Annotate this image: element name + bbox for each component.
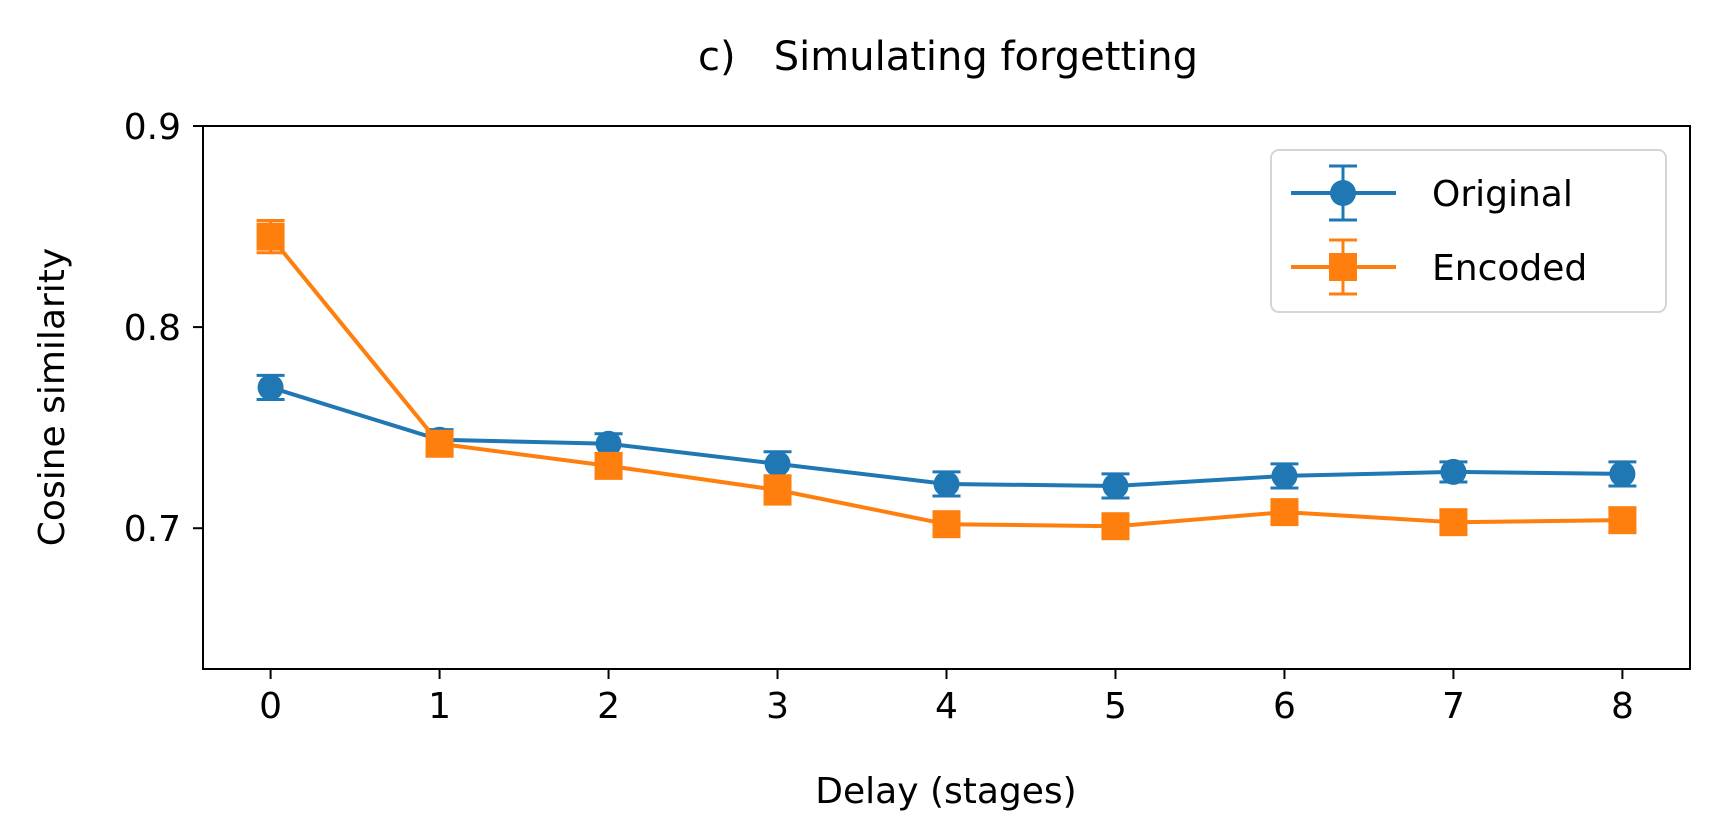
data-point-encoded xyxy=(594,451,623,480)
data-point-encoded xyxy=(256,222,285,251)
legend: Original Encoded xyxy=(1270,149,1667,313)
legend-label-original: Original xyxy=(1432,174,1573,215)
legend-marker-encoded xyxy=(1329,253,1357,281)
x-tick-label: 8 xyxy=(1611,686,1634,727)
series-original xyxy=(256,373,1637,500)
data-point-original xyxy=(1440,458,1467,485)
data-point-encoded xyxy=(1270,498,1299,527)
x-tick-label: 6 xyxy=(1273,686,1296,727)
y-tick-label: 0.8 xyxy=(124,308,181,349)
data-point-encoded xyxy=(763,476,792,505)
data-point-encoded xyxy=(1101,512,1130,541)
data-point-encoded xyxy=(1608,506,1637,535)
y-axis-label: Cosine similarity xyxy=(32,248,73,546)
y-axis: 0.7 0.8 0.9 xyxy=(124,107,203,550)
chart-title: c) Simulating forgetting xyxy=(698,34,1198,80)
y-tick-label: 0.9 xyxy=(124,107,181,148)
x-axis: 0 1 2 3 4 5 6 7 8 xyxy=(259,669,1634,727)
legend-frame xyxy=(1270,149,1667,313)
data-point-original xyxy=(1102,472,1129,499)
x-tick-label: 1 xyxy=(428,686,451,727)
x-tick-label: 7 xyxy=(1442,686,1465,727)
data-point-original xyxy=(595,430,622,457)
x-axis-label: Delay (stages) xyxy=(815,771,1076,812)
x-tick-label: 4 xyxy=(935,686,958,727)
series-encoded xyxy=(256,219,1637,541)
x-tick-label: 5 xyxy=(1104,686,1127,727)
data-point-encoded xyxy=(1439,508,1468,537)
legend-marker-original xyxy=(1330,180,1356,206)
x-tick-label: 0 xyxy=(259,686,282,727)
x-tick-label: 2 xyxy=(597,686,620,727)
data-point-encoded xyxy=(932,510,961,539)
plot-area xyxy=(256,219,1637,541)
legend-entry-original: Original xyxy=(1291,164,1573,222)
legend-entry-encoded: Encoded xyxy=(1291,238,1587,296)
data-point-original xyxy=(1609,460,1636,487)
data-point-original xyxy=(764,450,791,477)
data-point-original xyxy=(933,470,960,497)
data-point-original xyxy=(257,374,284,401)
legend-label-encoded: Encoded xyxy=(1432,248,1587,289)
y-tick-label: 0.7 xyxy=(124,509,181,550)
x-tick-label: 3 xyxy=(766,686,789,727)
data-point-encoded xyxy=(425,429,454,458)
data-point-original xyxy=(1271,462,1298,489)
